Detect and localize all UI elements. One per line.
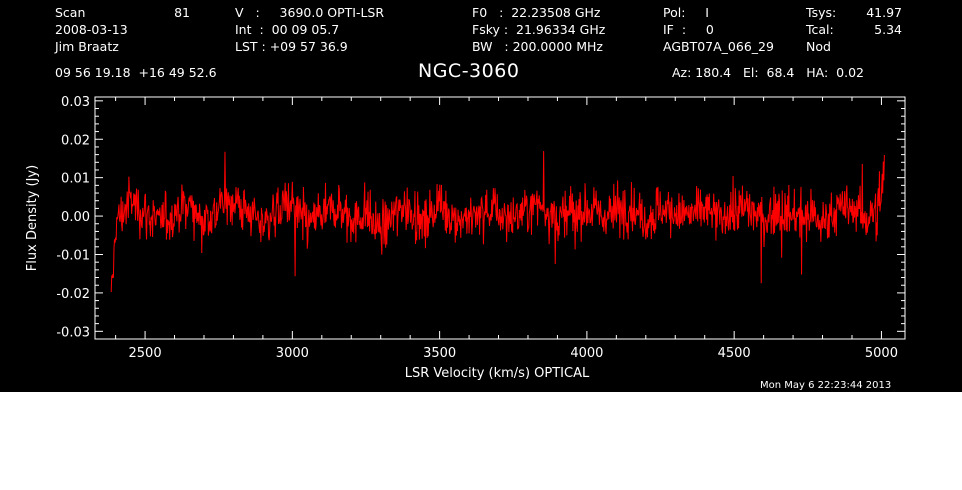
polarization: Pol: I <box>663 5 709 20</box>
scan-label: Scan <box>55 5 86 20</box>
integration-time: Int : 00 09 05.7 <box>235 22 340 37</box>
y-tick-label: 0.02 <box>61 133 90 148</box>
velocity-info: V : 3690.0 OPTI-LSR <box>235 5 385 20</box>
obs-date: 2008-03-13 <box>55 22 128 37</box>
tick-layer <box>95 97 905 340</box>
tcal-value: 5.34 <box>874 22 902 37</box>
bandwidth: BW : 200.0000 MHz <box>472 39 603 54</box>
scan-number: 81 <box>174 5 190 20</box>
lst-info: LST : +09 57 36.9 <box>235 39 348 54</box>
series-layer <box>110 151 885 293</box>
rest-frequency: F0 : 22.23508 GHz <box>472 5 601 20</box>
x-tick-label: 4500 <box>718 346 751 361</box>
y-tick-label: 0.03 <box>61 95 90 110</box>
spectrum-series-line <box>110 151 885 293</box>
observer-name: Jim Braatz <box>55 39 119 54</box>
plot-panel: Scan 81 2008-03-13 Jim Braatz V : 3690.0… <box>0 0 962 392</box>
timestamp: Mon May 6 22:23:44 2013 <box>760 380 892 391</box>
y-tick-label: -0.01 <box>56 248 90 263</box>
x-tick-label: 4000 <box>570 346 603 361</box>
x-axis-title: LSR Velocity (km/s) OPTICAL <box>405 366 590 381</box>
tsys-value: 41.97 <box>866 5 902 20</box>
x-tick-label: 2500 <box>129 346 162 361</box>
y-tick-label: 0.00 <box>61 210 90 225</box>
x-tick-label: 3500 <box>423 346 456 361</box>
source-title: NGC-3060 <box>418 60 520 82</box>
source-coordinates: 09 56 19.18 +16 49 52.6 <box>55 65 217 80</box>
if-number: IF : 0 <box>663 22 714 37</box>
y-axis-title: Flux Density (Jy) <box>25 165 40 271</box>
switching-mode: Nod <box>806 39 831 54</box>
sky-frequency: Fsky : 21.96334 GHz <box>472 22 606 37</box>
spectrum-chart: 2500 3000 3500 4000 4500 5000 -0.03 -0.02 -0.01 0… <box>25 95 906 381</box>
x-tick-label: 5000 <box>865 346 898 361</box>
y-tick-label: 0.01 <box>61 172 90 187</box>
y-tick-label: -0.03 <box>56 325 90 340</box>
project-id: AGBT07A_066_29 <box>663 39 774 54</box>
tsys-label: Tsys: <box>806 5 837 20</box>
pointing-info: Az: 180.4 El: 68.4 HA: 0.02 <box>672 65 865 80</box>
tcal-label: Tcal: <box>806 22 834 37</box>
y-tick-label: -0.02 <box>56 287 90 302</box>
plot-frame <box>94 96 906 340</box>
x-tick-label: 3000 <box>276 346 309 361</box>
tick-label-layer: 2500 3000 3500 4000 4500 5000 -0.03 -0.02 -0.01 0… <box>56 95 898 361</box>
